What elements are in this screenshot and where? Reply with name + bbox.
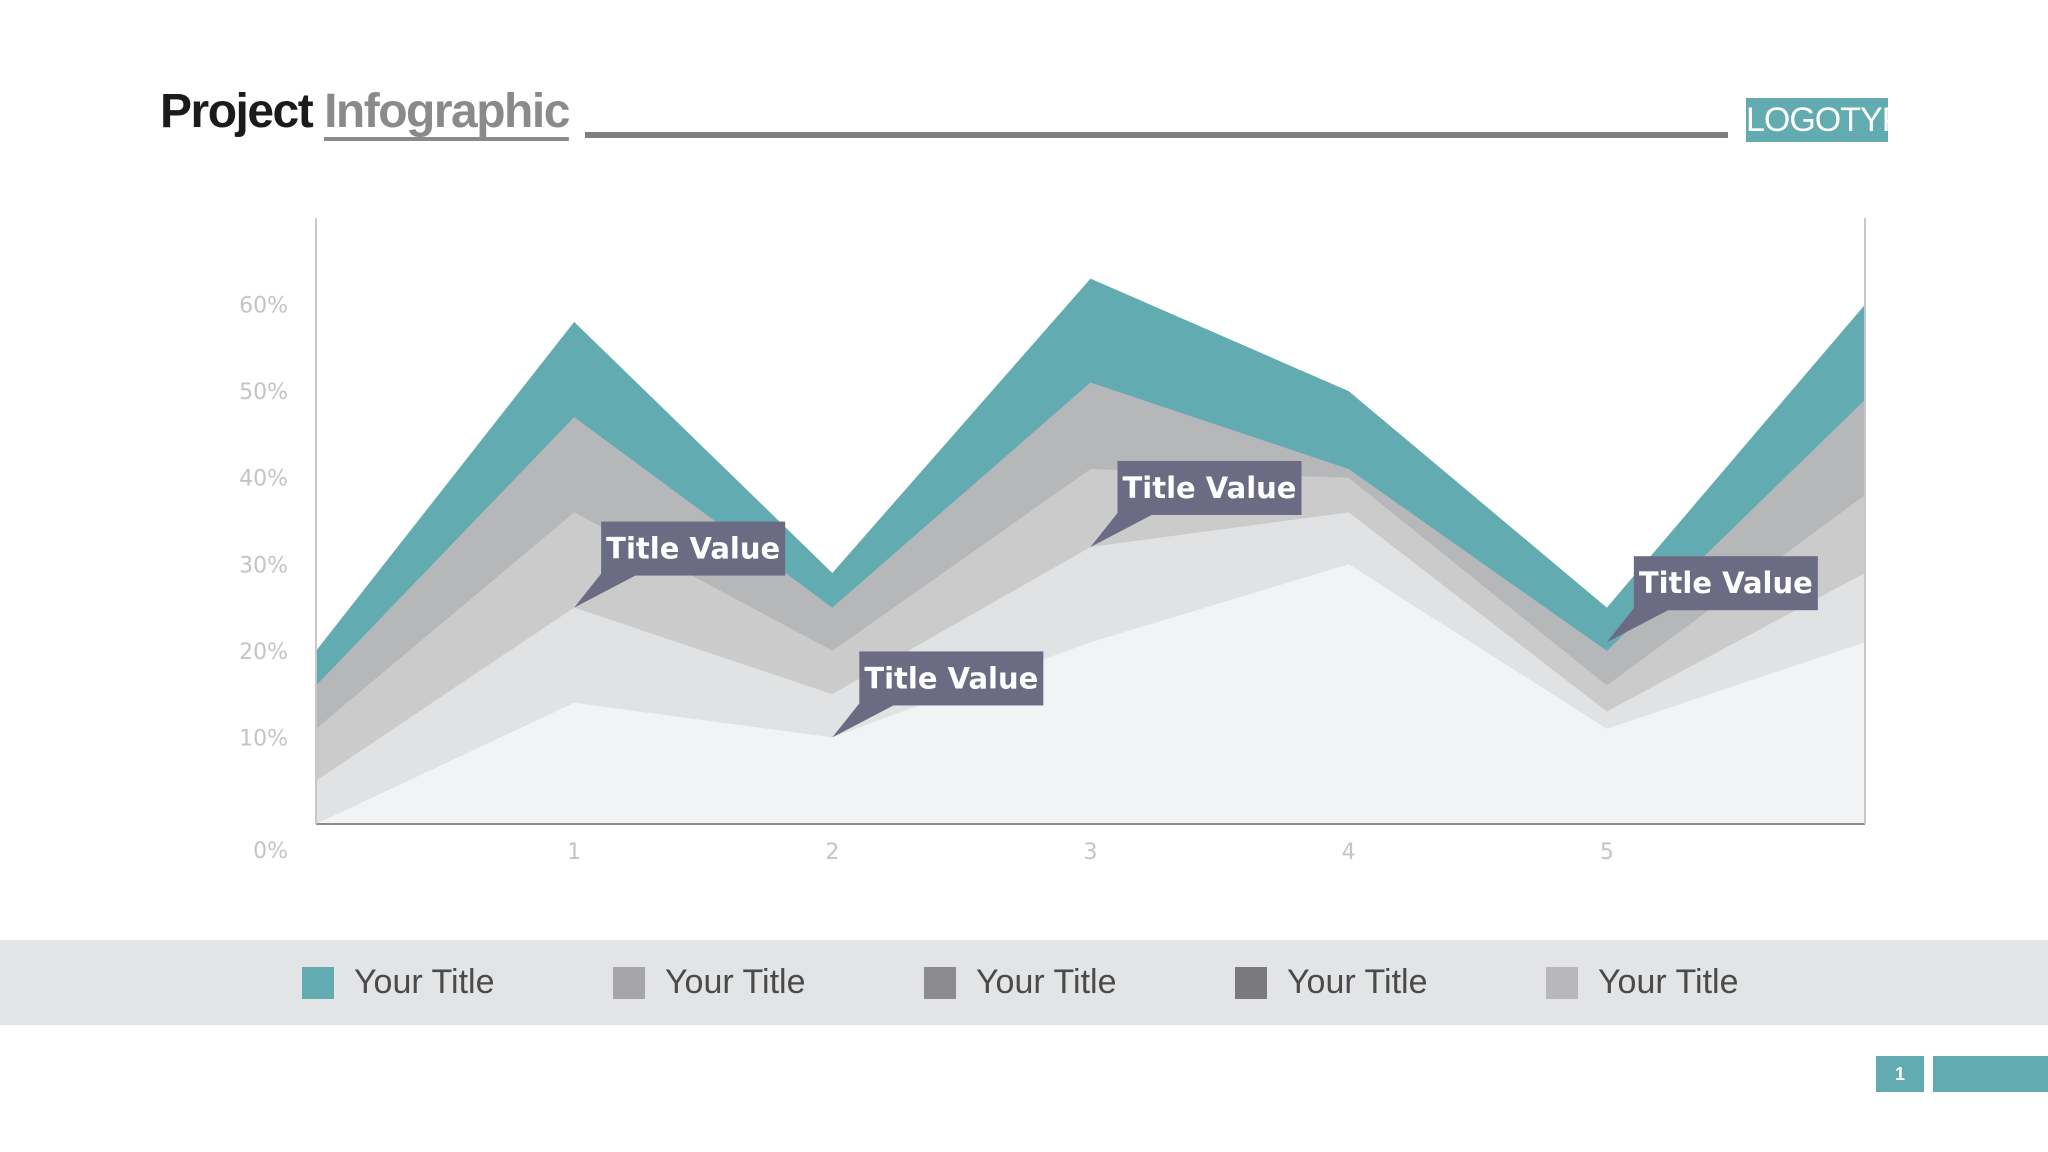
y-tick-label: 20% [239,640,288,665]
chart-callouts: Title Value Title Value Title Value Title V… [574,460,1818,738]
legend-label: Your Title [665,963,806,1001]
title-part-infographic: Infographic [324,85,570,138]
legend-swatch [302,966,334,999]
y-tick-label: 60% [239,294,288,319]
legend-swatch [1235,966,1267,999]
y-tick-label: 50% [239,380,288,405]
legend-label: Your Title [1287,963,1428,1001]
legend-label: Your Title [976,963,1117,1001]
legend-item: Your Title [1235,940,1428,1025]
y-tick-label: 30% [239,553,288,578]
x-tick-label: 3 [1084,840,1098,865]
area-series-1 [316,564,1865,824]
chart-ticks: 0% 10% 20% 30% 40% 50% 60% 1 2 3 4 5 [239,294,1614,865]
page-title: Project Infographic [160,84,570,139]
title-part-project: Project [160,85,314,138]
page-bar [1933,1056,2048,1092]
callout-box [601,521,786,576]
legend-item: Your Title [924,940,1117,1025]
callout: Title Value [1606,556,1818,643]
callout-pointer [1606,608,1672,643]
legend-label: Your Title [354,963,495,1001]
x-tick-label: 1 [567,840,581,865]
callout-box [1633,556,1818,611]
callout-pointer [574,573,640,608]
header-divider [585,132,1728,138]
y-tick-label: 10% [239,726,288,751]
x-tick-label: 4 [1342,840,1356,865]
callout-label: Title Value [606,532,780,566]
x-tick-label: 5 [1600,840,1614,865]
legend-item: Your Title [613,940,806,1025]
chart-areas [316,278,1865,825]
legend-swatch [1546,966,1578,999]
callout-label: Title Value [864,661,1038,695]
callout-box [859,651,1044,706]
callout: Title Value [832,651,1044,738]
page-number: 1 [1876,1056,1924,1092]
callout-label: Title Value [1123,471,1297,505]
y-tick-label: 0% [253,839,288,864]
legend-swatch [613,966,645,999]
legend: Your Title Your Title Your Title Your Ti… [0,940,2048,1025]
y-tick-label: 40% [239,467,288,492]
callout-pointer [1090,512,1156,547]
callout-label: Title Value [1639,566,1813,600]
chart-axes [315,218,1866,825]
x-tick-label: 2 [825,840,839,865]
legend-item: Your Title [1546,940,1739,1025]
callout-pointer [832,703,898,738]
callout: Title Value [1090,460,1302,547]
legend-label: Your Title [1598,963,1739,1001]
legend-swatch [924,966,956,999]
area-chart: 0%10%20%30%40%50%60%1 2 3 4 5 Title ValueTit… [239,218,1866,865]
callout: Title Value [574,521,786,608]
callout-box [1117,460,1302,515]
legend-item: Your Title [302,940,495,1025]
